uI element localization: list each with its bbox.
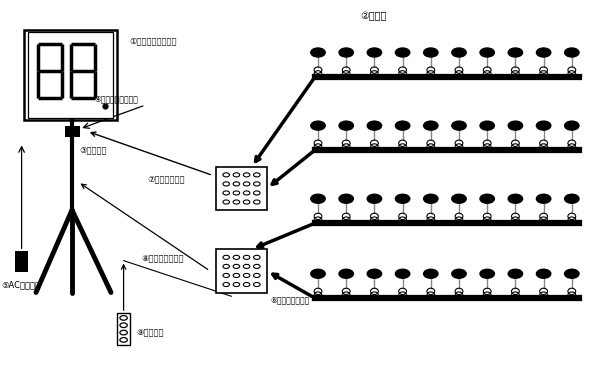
Circle shape <box>339 48 353 57</box>
Circle shape <box>367 121 382 130</box>
Circle shape <box>367 269 382 278</box>
Circle shape <box>367 194 382 203</box>
Circle shape <box>339 121 353 130</box>
Circle shape <box>424 121 438 130</box>
Text: ④スタンドアタブタ: ④スタンドアタブタ <box>95 94 139 103</box>
Text: ②ボタン: ②ボタン <box>360 11 386 21</box>
Bar <box>216 167 267 210</box>
Bar <box>216 249 267 292</box>
Text: ⑦中継ボックス: ⑦中継ボックス <box>147 175 185 184</box>
Circle shape <box>395 269 410 278</box>
Circle shape <box>339 194 353 203</box>
Circle shape <box>367 48 382 57</box>
Bar <box>24 30 117 120</box>
Circle shape <box>508 121 523 130</box>
Circle shape <box>536 194 551 203</box>
Text: ⑤ACアタブタ: ⑤ACアタブタ <box>1 280 40 289</box>
Circle shape <box>565 269 579 278</box>
Circle shape <box>508 194 523 203</box>
Circle shape <box>508 48 523 57</box>
Circle shape <box>536 269 551 278</box>
Bar <box>15 251 28 272</box>
Bar <box>65 126 79 137</box>
Circle shape <box>339 269 353 278</box>
Circle shape <box>508 269 523 278</box>
Circle shape <box>311 48 325 57</box>
Text: ③スタンド: ③スタンド <box>79 145 107 154</box>
Circle shape <box>536 121 551 130</box>
Circle shape <box>565 194 579 203</box>
Bar <box>28 32 113 118</box>
Circle shape <box>565 121 579 130</box>
Circle shape <box>424 194 438 203</box>
Text: ⑥足元配線コード: ⑥足元配線コード <box>270 295 309 304</box>
Circle shape <box>395 48 410 57</box>
Circle shape <box>452 121 466 130</box>
Circle shape <box>395 121 410 130</box>
Text: ①アンケートマシン: ①アンケートマシン <box>129 36 176 45</box>
Circle shape <box>311 194 325 203</box>
Circle shape <box>480 269 494 278</box>
Circle shape <box>311 269 325 278</box>
Circle shape <box>480 121 494 130</box>
Circle shape <box>424 48 438 57</box>
Text: ⑧中継ボックス配: ⑧中継ボックス配 <box>141 255 184 264</box>
Circle shape <box>480 194 494 203</box>
Circle shape <box>452 194 466 203</box>
Circle shape <box>424 269 438 278</box>
Circle shape <box>452 269 466 278</box>
Circle shape <box>311 121 325 130</box>
Circle shape <box>395 194 410 203</box>
Circle shape <box>536 48 551 57</box>
Circle shape <box>565 48 579 57</box>
Circle shape <box>452 48 466 57</box>
Bar <box>117 313 130 345</box>
Text: ⑨リモコン: ⑨リモコン <box>136 328 164 338</box>
Circle shape <box>480 48 494 57</box>
